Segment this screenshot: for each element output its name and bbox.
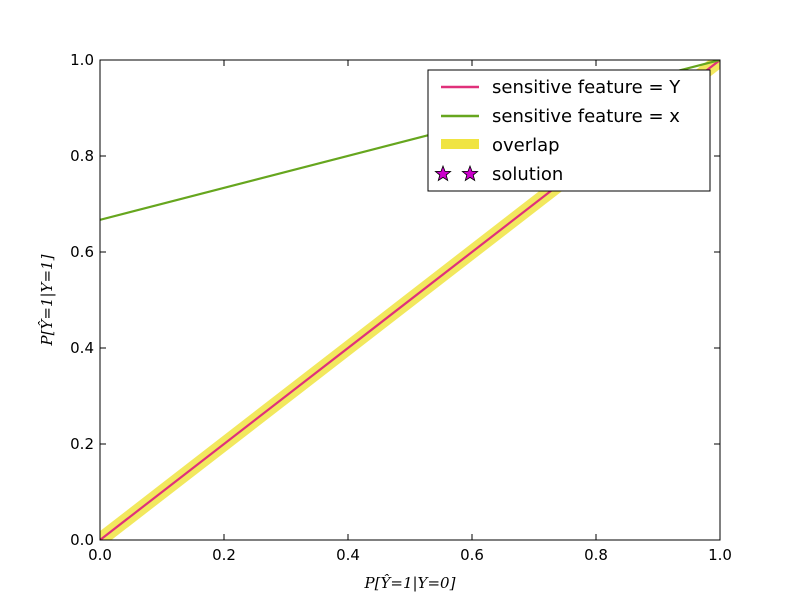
y-tick-label: 1.0	[70, 51, 94, 69]
axis-tick-labels: 0.0 0.2 0.4 0.6 0.8 1.0 0.0 0.2 0.4 0.6 0.8 1.0	[70, 51, 732, 564]
y-tick-label: 0.0	[70, 531, 94, 549]
y-axis-label: P[Ŷ=1|Y=1]	[38, 254, 56, 346]
legend-label-sensitive-feature-x: sensitive feature = x	[492, 106, 680, 127]
y-tick-label: 0.2	[70, 435, 94, 453]
x-tick-label: 1.0	[708, 546, 732, 564]
star-icon	[434, 164, 452, 182]
legend-box	[427, 69, 711, 192]
x-tick-label: 0.0	[88, 546, 112, 564]
plot-frame	[99, 59, 721, 541]
x-tick-label: 0.2	[212, 546, 236, 564]
legend-label-solution: solution	[492, 164, 563, 185]
x-tick-label: 0.6	[460, 546, 484, 564]
legend-label-overlap: overlap	[492, 135, 560, 156]
y-tick-label: 0.8	[70, 147, 94, 165]
star-icon	[434, 164, 479, 182]
legend-swatch-overlap	[441, 139, 479, 149]
axis-ticks	[99, 59, 721, 541]
x-tick-label: 0.8	[584, 546, 608, 564]
y-tick-label: 0.4	[70, 339, 94, 357]
x-tick-label: 0.4	[336, 546, 360, 564]
star-icon	[461, 164, 479, 182]
y-tick-label: 0.6	[70, 243, 94, 261]
x-axis-label: P[Ŷ=1|Y=0]	[364, 574, 456, 592]
legend-label-sensitive-feature-y: sensitive feature = Y	[492, 77, 681, 98]
legend: sensitive feature = Y sensitive feature …	[427, 69, 711, 192]
